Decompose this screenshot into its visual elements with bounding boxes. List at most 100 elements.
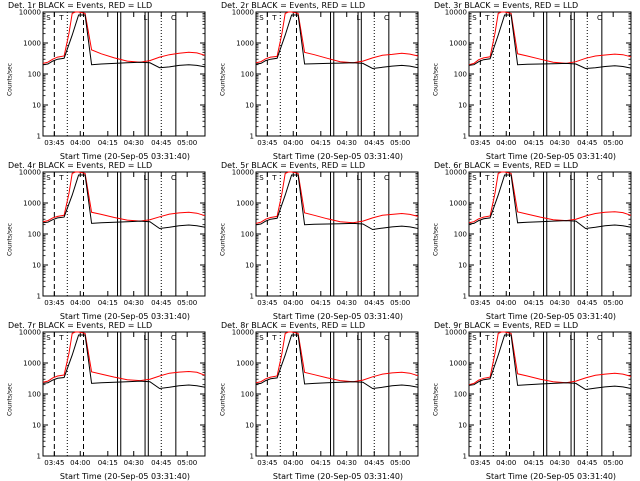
marker-annotation: L xyxy=(569,174,573,182)
x-tick-label: 03:45 xyxy=(470,299,490,307)
marker-annotation: C xyxy=(597,14,602,22)
y-tick-label: 1 xyxy=(463,293,467,301)
chart-title: Det. 5r BLACK = Events, RED = LLD xyxy=(221,161,366,170)
y-tick-label: 1 xyxy=(250,133,254,141)
y-tick-label: 10 xyxy=(245,262,254,270)
y-tick-label: 100 xyxy=(28,231,41,239)
x-axis-label: Start Time (20-Sep-05 03:31:40) xyxy=(272,472,404,481)
marker-annotation: C xyxy=(171,174,176,182)
marker-annotation: L xyxy=(143,334,147,342)
x-tick-label: 04:15 xyxy=(524,459,544,467)
lld-series-line xyxy=(468,11,632,66)
x-tick-label: 03:45 xyxy=(257,299,277,307)
marker-annotation: S xyxy=(46,334,51,342)
y-tick-label: 1000 xyxy=(236,360,254,368)
marker-annotation: L xyxy=(569,14,573,22)
y-tick-label: 100 xyxy=(454,391,467,399)
x-tick-label: 04:30 xyxy=(124,139,144,147)
y-tick-label: 10 xyxy=(245,422,254,430)
x-tick-label: 04:30 xyxy=(337,299,357,307)
marker-annotation: C xyxy=(384,174,389,182)
events-series-line xyxy=(42,174,206,230)
marker-annotation: C xyxy=(597,174,602,182)
chart-panel: Det. 8r BLACK = Events, RED = LLD 1 10 100 1… xyxy=(213,320,426,481)
x-tick-label: 05:00 xyxy=(390,459,410,467)
chart-panel: Det. 4r BLACK = Events, RED = LLD 1 10 100 1… xyxy=(0,160,213,321)
chart-title: Det. 6r BLACK = Events, RED = LLD xyxy=(434,161,579,170)
x-tick-label: 04:00 xyxy=(70,459,90,467)
x-tick-label: 05:00 xyxy=(390,139,410,147)
y-tick-label: 100 xyxy=(28,71,41,79)
marker-annotation: S xyxy=(259,14,264,22)
y-tick-label: 1000 xyxy=(23,200,41,208)
x-tick-label: 04:00 xyxy=(496,459,516,467)
x-tick-label: 04:45 xyxy=(151,139,171,147)
chart-panel: Det. 1r BLACK = Events, RED = LLD 1 10 100 1… xyxy=(0,0,213,161)
marker-annotation: S xyxy=(46,174,51,182)
y-tick-label: 1 xyxy=(250,453,254,461)
lld-series-line xyxy=(42,11,206,64)
marker-annotation: T xyxy=(271,334,277,342)
marker-annotation: T xyxy=(58,334,64,342)
x-tick-label: 04:00 xyxy=(70,139,90,147)
y-axis-label: Counts/sec xyxy=(6,222,14,257)
marker-annotation: S xyxy=(472,334,477,342)
y-tick-label: 1000 xyxy=(236,200,254,208)
x-tick-label: 04:30 xyxy=(550,139,570,147)
x-tick-label: 03:45 xyxy=(470,139,490,147)
marker-annotation: C xyxy=(597,334,602,342)
marker-annotation: L xyxy=(356,334,360,342)
chart-panel: Det. 9r BLACK = Events, RED = LLD 1 10 100 1… xyxy=(426,320,639,481)
x-tick-label: 05:00 xyxy=(177,139,197,147)
x-axis-label: Start Time (20-Sep-05 03:31:40) xyxy=(272,312,404,321)
x-tick-label: 04:45 xyxy=(577,139,597,147)
y-axis-label: Counts/sec xyxy=(432,382,440,417)
y-axis-label: Counts/sec xyxy=(6,62,14,97)
x-tick-label: 04:00 xyxy=(70,299,90,307)
y-tick-label: 1 xyxy=(37,453,41,461)
chart-svg: 1 10 100 1000 10000 03:45 04:00 04:15 04:30 04:45… xyxy=(19,169,206,307)
x-tick-label: 05:00 xyxy=(177,459,197,467)
y-tick-label: 100 xyxy=(454,231,467,239)
marker-annotation: L xyxy=(356,14,360,22)
x-tick-label: 04:15 xyxy=(311,139,331,147)
x-tick-label: 04:15 xyxy=(98,299,118,307)
chart-panel: Det. 2r BLACK = Events, RED = LLD 1 10 100 1… xyxy=(213,0,426,161)
y-axis-label: Counts/sec xyxy=(432,222,440,257)
y-tick-label: 1000 xyxy=(236,40,254,48)
y-tick-label: 10000 xyxy=(445,329,467,337)
events-series-line xyxy=(255,334,419,390)
y-tick-label: 1000 xyxy=(449,200,467,208)
events-series-line xyxy=(42,334,206,390)
y-axis-label: Counts/sec xyxy=(219,382,227,417)
x-tick-label: 04:15 xyxy=(98,459,118,467)
chart-title: Det. 2r BLACK = Events, RED = LLD xyxy=(221,1,366,10)
chart-svg: 1 10 100 1000 10000 03:45 04:00 04:15 04:30 04:45… xyxy=(232,9,419,147)
chart-panel: Det. 3r BLACK = Events, RED = LLD 1 10 100 1… xyxy=(426,0,639,161)
y-axis-label: Counts/sec xyxy=(6,382,14,417)
chart-svg: 1 10 100 1000 10000 03:45 04:00 04:15 04:30 04:45… xyxy=(445,9,632,147)
y-tick-label: 100 xyxy=(28,391,41,399)
y-tick-label: 1000 xyxy=(449,40,467,48)
x-tick-label: 04:00 xyxy=(283,459,303,467)
x-tick-label: 03:45 xyxy=(257,139,277,147)
marker-annotation: S xyxy=(46,14,51,22)
chart-svg: 1 10 100 1000 10000 03:45 04:00 04:15 04:30 04:45… xyxy=(232,329,419,467)
x-tick-label: 04:30 xyxy=(337,139,357,147)
x-tick-label: 04:15 xyxy=(524,139,544,147)
x-tick-label: 05:00 xyxy=(603,299,623,307)
events-series-line xyxy=(468,334,632,391)
events-series-line xyxy=(255,174,419,231)
x-tick-label: 04:30 xyxy=(550,459,570,467)
chart-panel: Det. 7r BLACK = Events, RED = LLD 1 10 100 1… xyxy=(0,320,213,481)
x-axis-label: Start Time (20-Sep-05 03:31:40) xyxy=(59,472,191,481)
events-series-line xyxy=(255,14,419,70)
y-tick-label: 1 xyxy=(37,293,41,301)
x-axis-label: Start Time (20-Sep-05 03:31:40) xyxy=(59,152,191,161)
x-axis-label: Start Time (20-Sep-05 03:31:40) xyxy=(485,472,617,481)
chart-svg: 1 10 100 1000 10000 03:45 04:00 04:15 04:30 04:45… xyxy=(232,169,419,307)
chart-svg: 1 10 100 1000 10000 03:45 04:00 04:15 04:30 04:45… xyxy=(445,169,632,307)
x-tick-label: 04:00 xyxy=(496,299,516,307)
marker-annotation: L xyxy=(143,14,147,22)
events-series-line xyxy=(468,14,632,70)
